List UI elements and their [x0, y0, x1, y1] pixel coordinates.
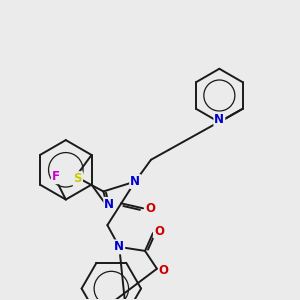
Text: O: O: [145, 202, 155, 215]
Text: F: F: [52, 170, 60, 183]
Text: N: N: [214, 113, 224, 126]
Text: O: O: [154, 225, 164, 238]
Text: O: O: [159, 264, 169, 277]
Text: N: N: [130, 175, 140, 188]
Text: N: N: [104, 198, 114, 211]
Text: N: N: [114, 240, 124, 254]
Text: S: S: [74, 172, 82, 185]
